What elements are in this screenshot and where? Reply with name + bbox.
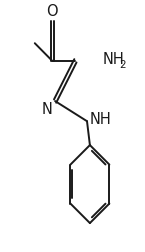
Text: O: O	[46, 4, 58, 19]
Text: NH: NH	[90, 112, 112, 128]
Text: N: N	[41, 102, 52, 117]
Text: NH: NH	[103, 52, 125, 67]
Text: 2: 2	[120, 60, 126, 70]
